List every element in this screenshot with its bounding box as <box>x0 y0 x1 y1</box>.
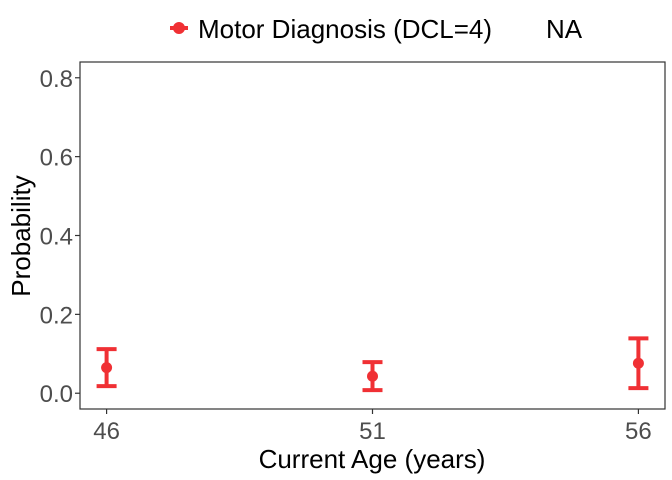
y-tick-label-1: 0.2 <box>40 302 73 329</box>
legend-key-point <box>173 22 185 34</box>
y-tick-label-4: 0.8 <box>40 66 73 93</box>
plot-panel <box>79 61 666 410</box>
legend-label-series: Motor Diagnosis (DCL=4) <box>198 14 492 44</box>
y-tick-label-3: 0.6 <box>40 145 73 172</box>
data-marks <box>96 336 649 393</box>
legend: Motor Diagnosis (DCL=4) NA <box>170 14 583 44</box>
x-axis-title: Current Age (years) <box>259 444 486 474</box>
x-axis-ticks: 46 51 56 <box>93 409 652 445</box>
y-tick-label-2: 0.4 <box>40 224 73 251</box>
y-axis-ticks: 0.0 0.2 0.4 0.6 0.8 <box>40 66 80 408</box>
y-axis-title: Probability <box>6 175 36 296</box>
data-point-1 <box>367 370 378 382</box>
x-tick-label-1: 51 <box>359 418 386 445</box>
legend-label-na: NA <box>546 14 583 44</box>
data-point-2 <box>632 357 644 369</box>
y-tick-label-0: 0.0 <box>40 381 73 408</box>
x-tick-label-0: 46 <box>93 418 120 445</box>
x-tick-label-2: 56 <box>625 418 652 445</box>
data-point-0 <box>101 362 113 374</box>
